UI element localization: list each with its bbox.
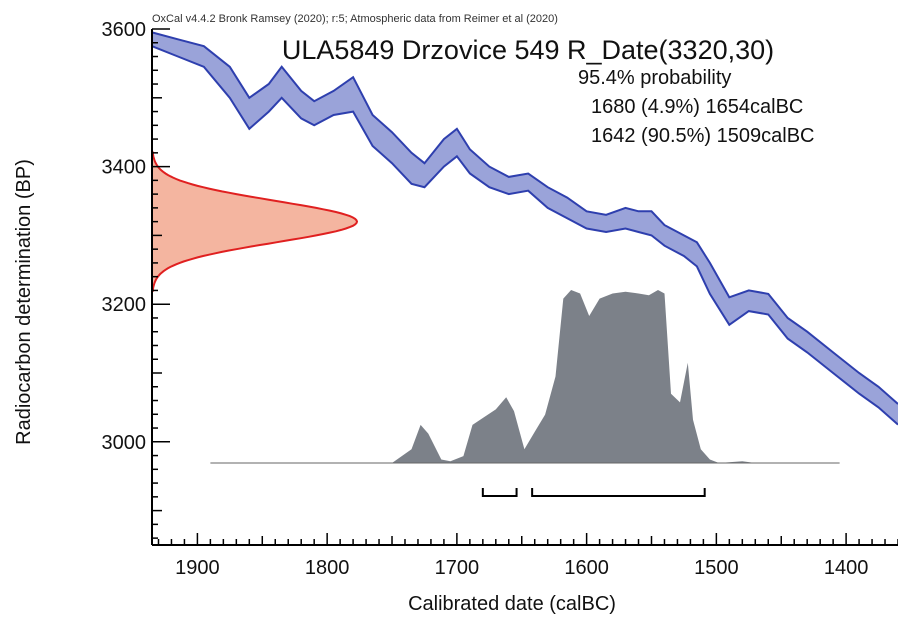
y-axis-label: Radiocarbon determination (BP) [13, 159, 35, 445]
axes: 1900 1800 1700 1600 1500 1400 3000 3200 3400 3600 [102, 19, 898, 579]
plot-area [151, 31, 898, 497]
range-bracket-2 [531, 488, 706, 497]
calibrated-distribution [210, 290, 840, 463]
probability-header: 95.4% probability [578, 67, 731, 89]
text-annotations: OxCal v4.4.2 Bronk Ramsey (2020); r:5; A… [13, 13, 814, 615]
calibration-upper-line [151, 31, 898, 405]
x-tick-label: 1700 [435, 557, 480, 579]
y-tick-label: 3000 [102, 432, 147, 454]
chart-title: ULA5849 Drzovice 549 R_Date(3320,30) [282, 35, 774, 65]
range-bracket-1 [481, 488, 518, 497]
x-axis-label: Calibrated date (calBC) [408, 593, 616, 615]
range-label-1: 1680 (4.9%) 1654calBC [591, 96, 803, 118]
measurement-outline [151, 151, 359, 292]
y-tick-label: 3400 [102, 157, 147, 179]
software-note: OxCal v4.4.2 Bronk Ramsey (2020); r:5; A… [152, 13, 558, 25]
x-tick-label: 1500 [694, 557, 739, 579]
y-tick-label: 3200 [102, 294, 147, 316]
x-tick-label: 1600 [564, 557, 609, 579]
calibration-lower-line [151, 45, 898, 426]
x-tick-label: 1800 [305, 557, 350, 579]
calibration-band [152, 32, 898, 425]
x-tick-label: 1400 [824, 557, 869, 579]
measurement-distribution [152, 151, 357, 292]
x-tick-label: 1900 [175, 557, 220, 579]
range-label-2: 1642 (90.5%) 1509calBC [591, 125, 814, 147]
y-tick-label: 3600 [102, 19, 147, 41]
